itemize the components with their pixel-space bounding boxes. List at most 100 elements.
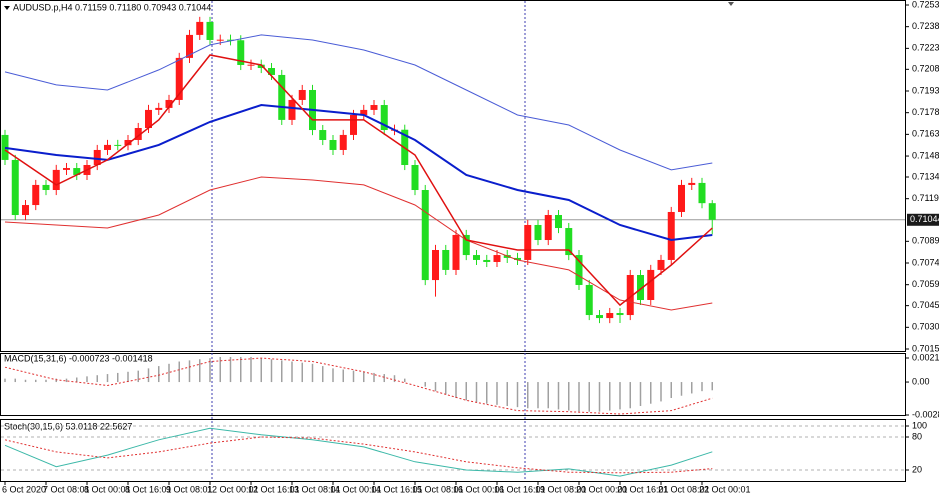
- indicator-line: [4, 357, 713, 415]
- candle-body: [483, 259, 491, 262]
- candle-body: [93, 149, 101, 166]
- candle-body: [616, 313, 624, 316]
- candle-body: [421, 190, 429, 281]
- candle-body: [411, 165, 419, 191]
- candle-body: [278, 74, 286, 120]
- y-tick-label: 20: [912, 464, 922, 474]
- candle-body: [596, 315, 603, 319]
- stoch-panel-frame: [0, 419, 906, 482]
- candle-body: [575, 255, 583, 285]
- x-tick-label: 22 Oct 00:01: [699, 484, 751, 494]
- y-tick-label: 0.70595: [912, 279, 939, 289]
- x-tick-label: 12 Oct 00:01: [207, 484, 259, 494]
- candle-body: [175, 57, 183, 100]
- candle-body: [585, 284, 593, 316]
- macd-title: MACD(15,31,6) -0.000723 -0.001418: [4, 353, 153, 363]
- y-tick-label: 0.00211: [912, 352, 939, 362]
- candle-body: [370, 105, 378, 110]
- shift-marker: [728, 2, 734, 6]
- candle-body: [493, 255, 501, 262]
- candle-body: [1, 134, 9, 160]
- candle-body: [165, 99, 173, 108]
- candle-body: [32, 184, 40, 206]
- indicator-line: [4, 54, 713, 307]
- candle-body: [257, 64, 265, 69]
- y-tick-label: 0.71935: [912, 85, 939, 95]
- x-tick-label: 14 Oct 00:01: [330, 484, 382, 494]
- candle-body: [534, 224, 542, 241]
- candle-body: [626, 274, 634, 316]
- macd-panel-frame: [0, 353, 906, 416]
- indicator-line: [4, 103, 713, 242]
- y-tick-label: 0.71785: [912, 107, 939, 117]
- candle-body: [134, 128, 142, 140]
- y-tick-label: 0.71485: [912, 150, 939, 160]
- candle-body: [442, 249, 450, 270]
- x-tick-label: 9 Oct 08:01: [166, 484, 213, 494]
- candle-body: [329, 139, 337, 150]
- candle-body: [698, 182, 706, 204]
- candle-body: [647, 269, 655, 301]
- candle-body: [73, 168, 81, 175]
- candle-body: [606, 313, 614, 319]
- candle-body: [462, 234, 470, 256]
- candle-body: [124, 139, 132, 146]
- candle-body: [524, 224, 532, 260]
- candle-body: [688, 182, 696, 185]
- indicator-line: [4, 176, 713, 311]
- y-tick-label: 0.70895: [912, 236, 939, 246]
- candle-body: [319, 130, 327, 140]
- candle-body: [288, 99, 296, 120]
- candle-body: [708, 203, 716, 220]
- candle-body: [11, 159, 19, 216]
- x-tick-label: 19 Oct 08:01: [535, 484, 587, 494]
- candle-body: [206, 21, 214, 40]
- candle-body: [667, 211, 675, 260]
- indicator-line: [4, 436, 713, 474]
- y-tick-label: 100: [912, 420, 927, 430]
- x-tick-label: 14 Oct 16:01: [371, 484, 423, 494]
- x-tick-label: 8 Oct 16:01: [125, 484, 172, 494]
- candle-body: [637, 274, 644, 301]
- candle-body: [514, 257, 521, 260]
- candle-body: [145, 109, 152, 129]
- candle-body: [432, 249, 439, 281]
- x-tick-label: 15 Oct 08:01: [412, 484, 464, 494]
- x-tick-label: 13 Oct 08:01: [289, 484, 341, 494]
- x-tick-label: 12 Oct 16:01: [248, 484, 300, 494]
- y-tick-label: -0.00289: [912, 409, 939, 419]
- candle-body: [52, 169, 60, 191]
- candle-body: [63, 168, 70, 170]
- candle-body: [565, 228, 573, 256]
- candle-body: [298, 89, 306, 100]
- indicator-line: [4, 34, 713, 171]
- y-tick-label: 80: [912, 431, 922, 441]
- x-tick-label: 16 Oct 00:01: [453, 484, 505, 494]
- candle-body: [678, 184, 685, 212]
- candle-body: [216, 39, 224, 41]
- candle-body: [339, 134, 347, 150]
- candle-body: [350, 114, 357, 135]
- candle-body: [268, 68, 275, 75]
- x-tick-label: 20 Oct 16:01: [617, 484, 669, 494]
- candle-body: [360, 109, 368, 115]
- main-title: AUDUSD.p,H4 0.71159 0.71180 0.70943 0.71…: [13, 2, 211, 12]
- x-tick-label: 16 Oct 16:01: [494, 484, 546, 494]
- candle-body: [452, 234, 460, 270]
- x-tick-label: 6 Oct 2020: [2, 484, 46, 494]
- candle-body: [247, 64, 255, 66]
- symbol-menu-arrow[interactable]: [4, 6, 10, 10]
- x-tick-label: 8 Oct 00:01: [84, 484, 131, 494]
- candle-body: [555, 215, 562, 229]
- candle-body: [544, 215, 552, 241]
- candle-body: [196, 21, 204, 35]
- candle-body: [186, 34, 193, 58]
- candle-body: [227, 39, 234, 41]
